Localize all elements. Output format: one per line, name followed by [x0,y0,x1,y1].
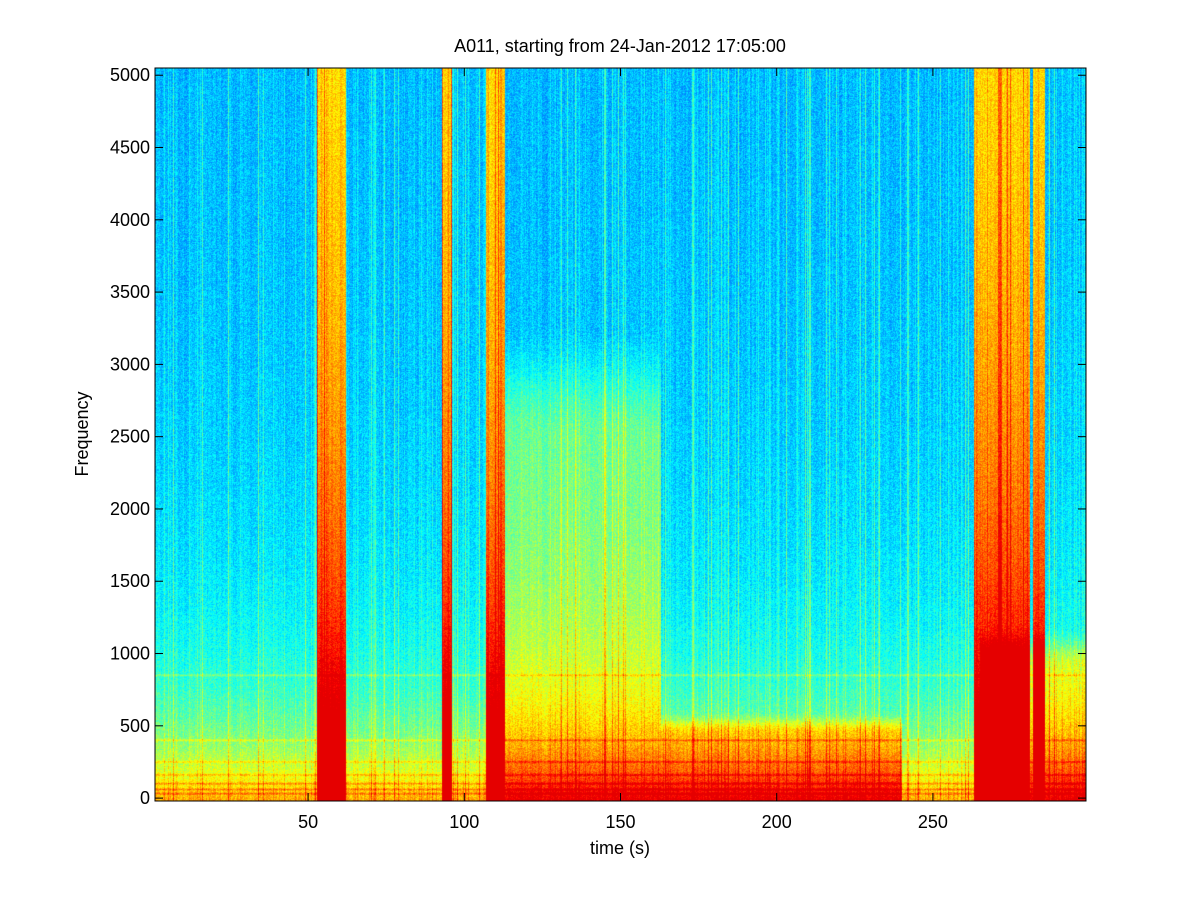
x-tick-label: 250 [918,812,948,832]
y-axis: 0 500 1000 1500 2000 2500 3000 3500 4000 4500 5000 [110,65,1086,808]
y-tick-label: 3500 [110,282,150,302]
y-tick-label: 3000 [110,354,150,374]
y-tick-label: 500 [120,716,150,736]
x-tick-label: 150 [605,812,635,832]
x-tick-label: 200 [762,812,792,832]
y-tick-label: 2000 [110,499,150,519]
y-tick-label: 0 [140,788,150,808]
spectrogram-heatmap [155,68,1086,801]
y-tick-label: 1000 [110,644,150,664]
y-tick-label: 2500 [110,427,150,447]
chart-title: A011, starting from 24-Jan-2012 17:05:00 [454,36,786,56]
x-axis: 50 100 150 200 250 [298,68,948,832]
y-tick-label: 4000 [110,210,150,230]
x-tick-label: 100 [449,812,479,832]
y-tick-label: 4500 [110,138,150,158]
x-tick-label: 50 [298,812,318,832]
y-tick-label: 5000 [110,65,150,85]
y-tick-label: 1500 [110,571,150,591]
x-axis-label: time (s) [590,838,650,858]
y-axis-label: Frequency [72,391,92,476]
